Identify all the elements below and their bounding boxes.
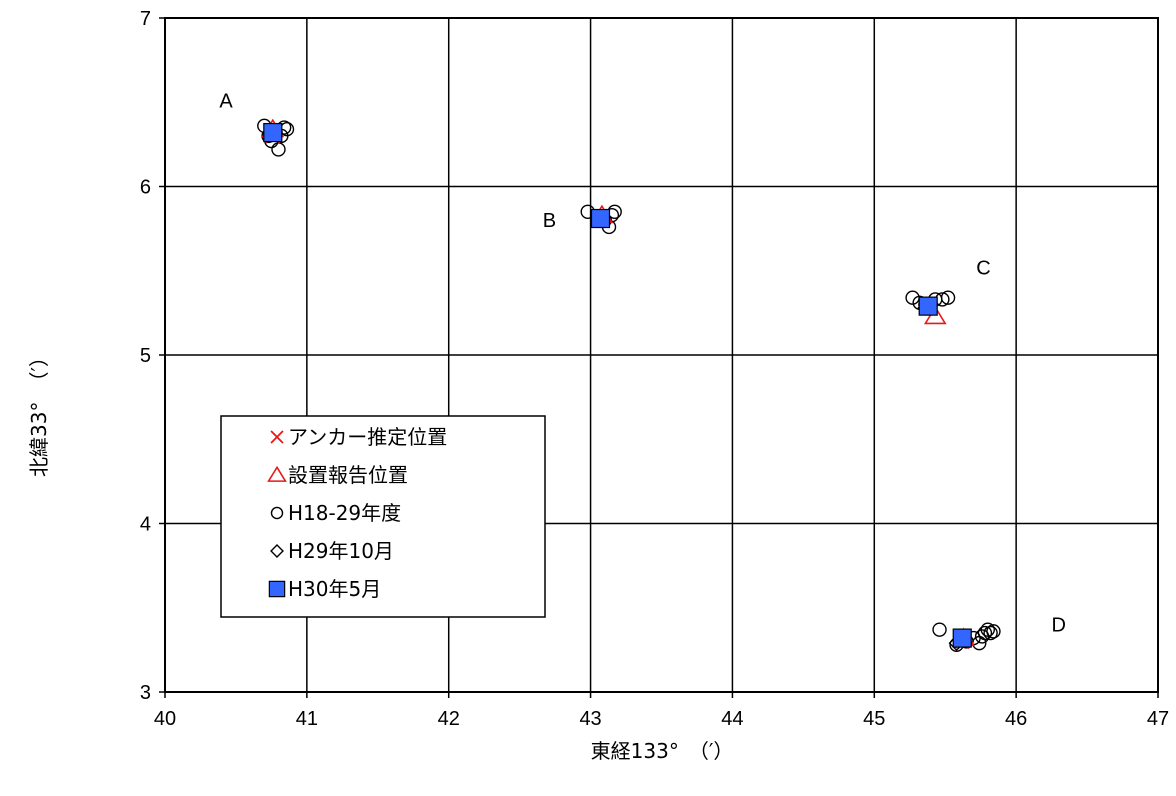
point-circle: [983, 625, 998, 641]
point-circle: [932, 622, 947, 637]
legend-marker-triangle: [267, 465, 287, 482]
x-tick-label: 42: [438, 708, 460, 730]
y-axis-ticks: 3 4 5 6 7: [140, 8, 165, 704]
group-label-d: D: [1051, 615, 1065, 637]
legend-marker-diamond: [270, 544, 284, 558]
legend-label: 設置報告位置: [288, 463, 408, 487]
group-label-a: A: [219, 91, 233, 113]
x-tick-label: 41: [296, 708, 318, 730]
point-circle: [980, 622, 995, 637]
y-axis-title: 北緯33° （′）: [27, 347, 51, 477]
legend-label: H18-29年度: [288, 501, 401, 525]
y-tick-label: 5: [140, 345, 151, 367]
x-axis-title: 東経133° （′）: [591, 739, 734, 763]
y-tick-label: 3: [140, 682, 151, 704]
data-points: [257, 118, 1001, 653]
x-tick-label: 44: [721, 708, 743, 730]
group-label-b: B: [543, 210, 556, 232]
x-tick-label: 43: [579, 708, 601, 730]
point-circle: [607, 204, 622, 219]
y-tick-label: 7: [140, 8, 151, 30]
x-axis-ticks: 40 41 42 43 44 45 46 47: [154, 692, 1169, 730]
y-tick-label: 6: [140, 177, 151, 199]
legend-marker-square: [268, 580, 286, 598]
legend-label: アンカー推定位置: [288, 425, 447, 449]
point-circle: [271, 142, 286, 157]
x-tick-label: 45: [863, 708, 885, 730]
legend-label: H30年5月: [288, 577, 381, 601]
point-circle: [986, 624, 1001, 639]
group-label-c: C: [976, 257, 990, 279]
y-tick-label: 4: [140, 514, 151, 536]
x-tick-label: 40: [154, 708, 176, 730]
point-circle: [977, 625, 993, 641]
x-tick-label: 46: [1005, 708, 1027, 730]
point-square: [918, 296, 938, 316]
point-circle: [940, 290, 956, 305]
group-labels: A B C D: [219, 91, 1066, 637]
legend-label: H29年10月: [288, 539, 394, 563]
point-square: [263, 122, 283, 143]
x-tick-label: 47: [1147, 708, 1169, 730]
point-square: [952, 628, 972, 648]
legend-marker-x: [270, 430, 284, 444]
legend-marker-circle: [270, 506, 284, 520]
point-square: [590, 208, 611, 229]
